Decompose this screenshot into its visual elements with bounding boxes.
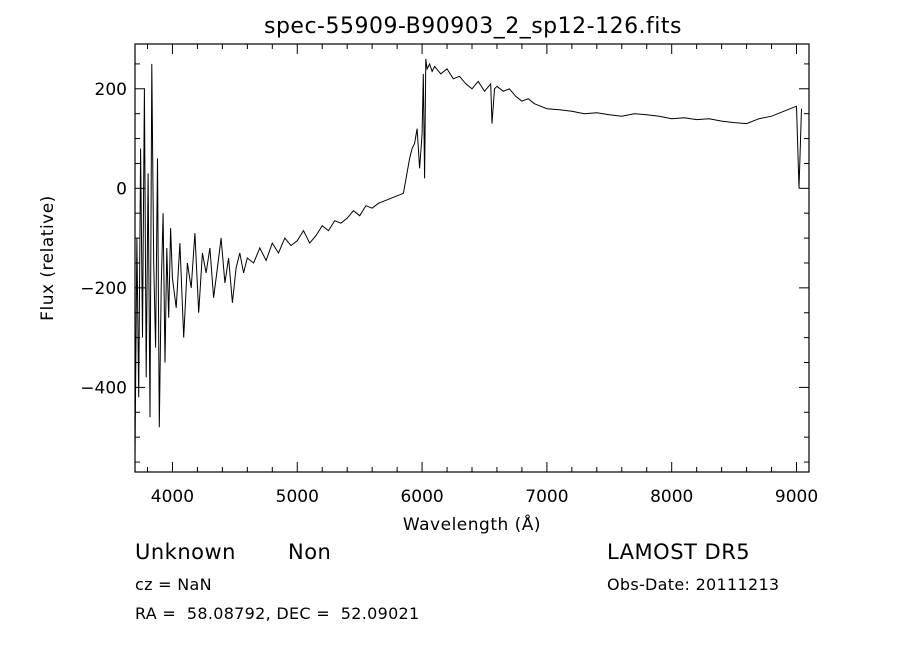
- y-tick-label: −400: [80, 378, 127, 398]
- x-tick-label: 4000: [151, 487, 194, 507]
- axis-ticks: [135, 44, 809, 472]
- x-tick-label: 5000: [276, 487, 319, 507]
- plot-frame: [134, 43, 810, 473]
- y-tick-label: −200: [80, 279, 127, 299]
- x-tick-label: 8000: [650, 487, 693, 507]
- y-axis-label: Flux (relative): [38, 195, 58, 321]
- y-tick-label: 0: [116, 179, 127, 199]
- x-axis-label: Wavelength (Å): [403, 513, 541, 535]
- ra-dec-coordinates: RA = 58.08792, DEC = 52.09021: [135, 604, 420, 623]
- spectrum-line: [134, 58, 802, 458]
- object-subclass: Non: [288, 540, 332, 564]
- x-tick-label: 7000: [525, 487, 568, 507]
- observation-date: Obs-Date: 20111213: [607, 575, 780, 594]
- redshift-cz: cz = NaN: [135, 575, 212, 594]
- object-class: Unknown: [135, 540, 236, 564]
- y-tick-label: 200: [95, 80, 127, 100]
- x-tick-label: 6000: [400, 487, 443, 507]
- survey-name: LAMOST DR5: [607, 540, 751, 564]
- chart-title: spec-55909-B90903_2_sp12-126.fits: [264, 14, 682, 39]
- x-tick-label: 9000: [775, 487, 818, 507]
- axis-tick-labels: 4000 5000 6000 7000 8000 9000 −400 −200 0 200: [80, 80, 818, 507]
